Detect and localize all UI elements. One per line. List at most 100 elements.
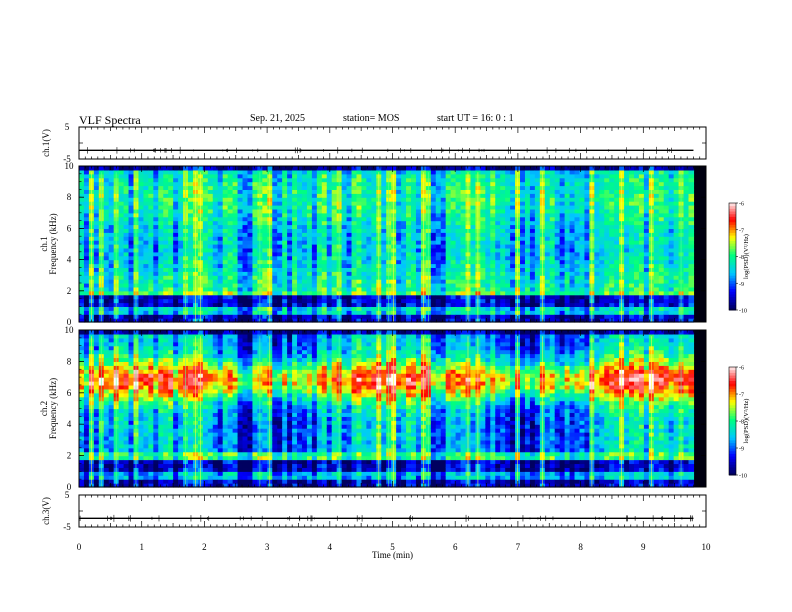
spectrogram-cell [108,310,115,315]
spectrogram-cell [297,177,303,183]
spectrogram-cell [168,286,174,292]
spectrogram-cell [668,189,675,194]
spectrogram-cell [406,259,412,265]
spectrogram-cell [534,275,541,280]
spectrogram-cell [79,220,85,226]
spectrogram-cell [361,240,368,245]
spectrogram-cell [292,267,298,272]
spectrogram-cell [138,314,145,319]
spectrogram-cell [663,290,670,296]
spectrogram-cell [247,255,254,261]
spectrogram-cell [351,236,358,241]
spectrogram-cell [658,189,665,194]
spectrogram-cell [202,267,209,272]
spectrogram-cell [262,318,268,323]
spectrogram-cell [227,197,234,202]
spectrogram-cell [445,166,452,171]
spectrogram-cell [544,286,551,292]
spectrogram-cell [396,236,402,241]
spectrogram-cell [178,212,184,218]
spectrogram-cell [658,169,665,175]
spectrogram-cell [306,275,313,280]
spectrogram-cell [574,197,581,202]
spectrogram-cell [544,189,551,194]
spectrogram-cell [653,201,660,206]
spectrogram-cell [634,255,640,261]
spectrogram-cell [331,247,338,253]
spectrogram-cell [520,181,526,187]
spectrogram-cell [435,197,442,202]
spectrogram-cell [579,166,586,171]
spectrogram-cell [118,283,125,288]
spectrogram-cell [490,298,496,304]
spectrogram-cell [173,201,179,206]
spectrogram-cell [356,286,363,292]
spectrogram-cell [153,271,159,276]
spectrogram-cell [128,271,135,276]
spectrogram-cell [564,290,571,296]
spectrogram-cell [520,247,526,253]
spectrogram-cell [490,290,496,296]
spectrogram-cell [663,169,670,175]
spectrogram-cell [292,290,298,296]
spectrogram-cell [163,290,169,296]
spectrogram-cell [653,236,660,241]
spectrogram-cell [534,173,541,179]
spectrogram-cell [559,169,566,175]
spectrogram-cell [173,314,179,319]
spectrogram-cell [331,205,338,210]
spectrogram-cell [237,267,244,272]
spectrogram-cell [247,240,254,245]
spectrogram-cell [123,208,130,214]
spectrogram-cell [406,189,412,194]
spectrogram-cell [554,185,561,190]
spectrogram-cell [292,197,298,202]
spectrogram-cell [143,201,149,206]
spectrogram-cell [495,173,501,179]
spectrogram-cell [624,279,630,284]
spectrogram-cell [212,193,219,198]
spectrogram-cell [614,306,620,311]
spectrogram-cell [346,240,353,245]
spectrogram-cell [252,240,258,245]
spectrogram-cell [79,189,85,194]
spectrogram-cell [663,267,670,272]
spectrogram-cell [455,283,462,288]
spectrogram-cell [629,294,635,300]
spectrogram-cell [227,169,234,175]
spectrogram-cell [629,236,635,241]
spectrogram-cell [614,197,620,202]
spectrogram-cell [103,224,110,229]
spectrogram-cell [406,310,412,315]
spectrogram-cell [381,275,387,280]
spectrogram-cell [529,232,536,237]
spectrogram-cell [495,185,501,190]
spectrogram-cell [331,310,338,315]
spectrogram-cell [83,302,90,307]
spectrogram-cell [505,220,511,226]
spectrogram-cell [634,236,640,241]
spectrogram-cell [435,177,442,183]
spectrogram-cell [351,255,358,261]
spectrogram-cell [326,232,333,237]
spectrogram-cell [83,251,90,257]
spectrogram-cell [351,212,358,218]
spectrogram-cell [629,177,635,183]
spectrogram-cell [529,279,536,284]
spectrogram-cell [604,166,610,171]
spectrogram-cell [673,208,680,214]
spectrogram-cell [118,302,125,307]
spectrogram-cell [629,173,635,179]
spectrogram-cell [381,286,387,292]
spectrogram-cell [346,267,353,272]
spectrogram-cell [351,275,358,280]
spectrogram-cell [559,173,566,179]
spectrogram-cell [247,314,254,319]
spectrogram-cell [272,185,278,190]
spectrogram-cell [559,220,566,226]
spectrogram-cell [624,314,630,319]
spectrogram-cell [450,275,457,280]
spectrogram-cell [148,228,154,233]
spectrogram-cell [262,189,268,194]
spectrogram-cell [396,247,402,253]
